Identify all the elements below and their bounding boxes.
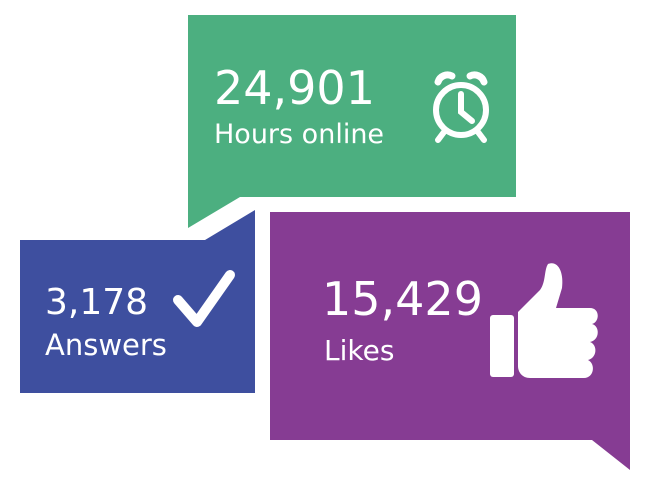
likes-bubble xyxy=(270,212,630,470)
likes-value: 15,429 xyxy=(322,272,483,326)
answers-bubble xyxy=(20,210,255,393)
hours-bubble xyxy=(188,15,516,228)
hours-label: Hours online xyxy=(214,119,384,150)
thumbs-up-icon xyxy=(490,263,598,378)
likes-label: Likes xyxy=(324,334,394,367)
hours-value: 24,901 xyxy=(214,61,375,115)
answers-value: 3,178 xyxy=(45,282,148,323)
clock-icon xyxy=(433,71,489,143)
check-icon xyxy=(173,270,235,327)
answers-label: Answers xyxy=(45,328,167,362)
